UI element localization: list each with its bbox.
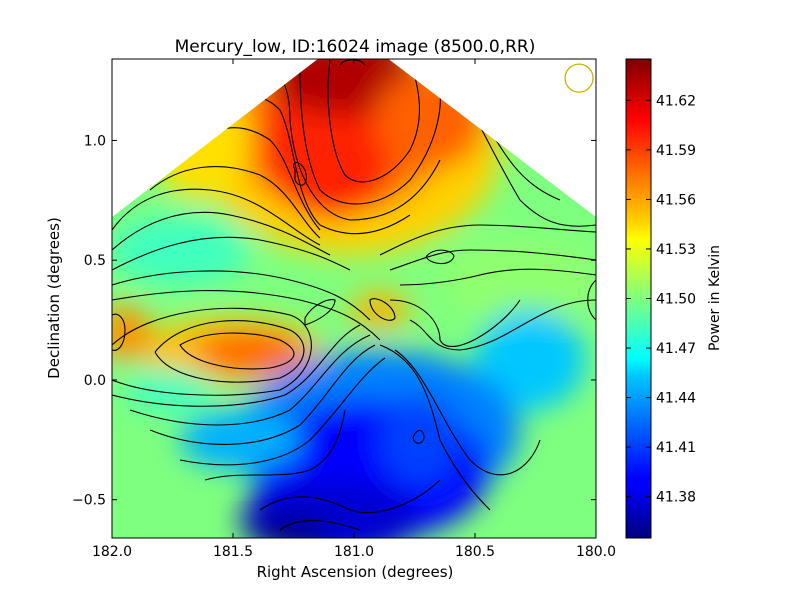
colorbar-label: Power in Kelvin [707, 245, 723, 351]
x-tick-label: 181.5 [213, 544, 253, 560]
heatmap-field [112, 59, 596, 538]
x-tick-label: 182.0 [92, 544, 132, 560]
colorbar-tick-label: 41.50 [656, 292, 696, 308]
colorbar-tick-label: 41.38 [656, 490, 696, 506]
colorbar-tick-label: 41.56 [656, 192, 696, 208]
x-axis-ticks: 182.0 181.5 181.0 180.5 180.0 [92, 59, 616, 560]
colorbar-tick-label: 41.59 [656, 143, 696, 159]
y-tick-label: −0.5 [72, 493, 106, 509]
y-axis-ticks: −0.5 0.0 0.5 1.0 [72, 133, 596, 509]
y-tick-label: 0.5 [84, 253, 106, 269]
beam-circle-marker [564, 63, 594, 93]
colorbar-tick-label: 41.53 [656, 242, 696, 258]
colorbar-tick-label: 41.47 [656, 341, 696, 357]
y-tick-label: 0.0 [84, 373, 106, 389]
y-tick-label: 1.0 [84, 133, 106, 149]
colorbar-ticks: 41.38 41.41 41.44 41.47 41.50 41.53 41.56 41.59… [626, 93, 696, 506]
colorbar-tick-label: 41.62 [656, 93, 696, 109]
x-tick-label: 180.0 [576, 544, 616, 560]
colorbar-tick-label: 41.41 [656, 440, 696, 456]
y-axis-label: Declination (degrees) [45, 217, 63, 379]
chart-title: Mercury_low, ID:16024 image (8500.0,RR) [175, 37, 536, 57]
x-axis-label: Right Ascension (degrees) [257, 563, 454, 581]
x-tick-label: 180.5 [455, 544, 495, 560]
x-tick-label: 181.0 [334, 544, 374, 560]
colorbar-tick-label: 41.44 [656, 391, 696, 407]
